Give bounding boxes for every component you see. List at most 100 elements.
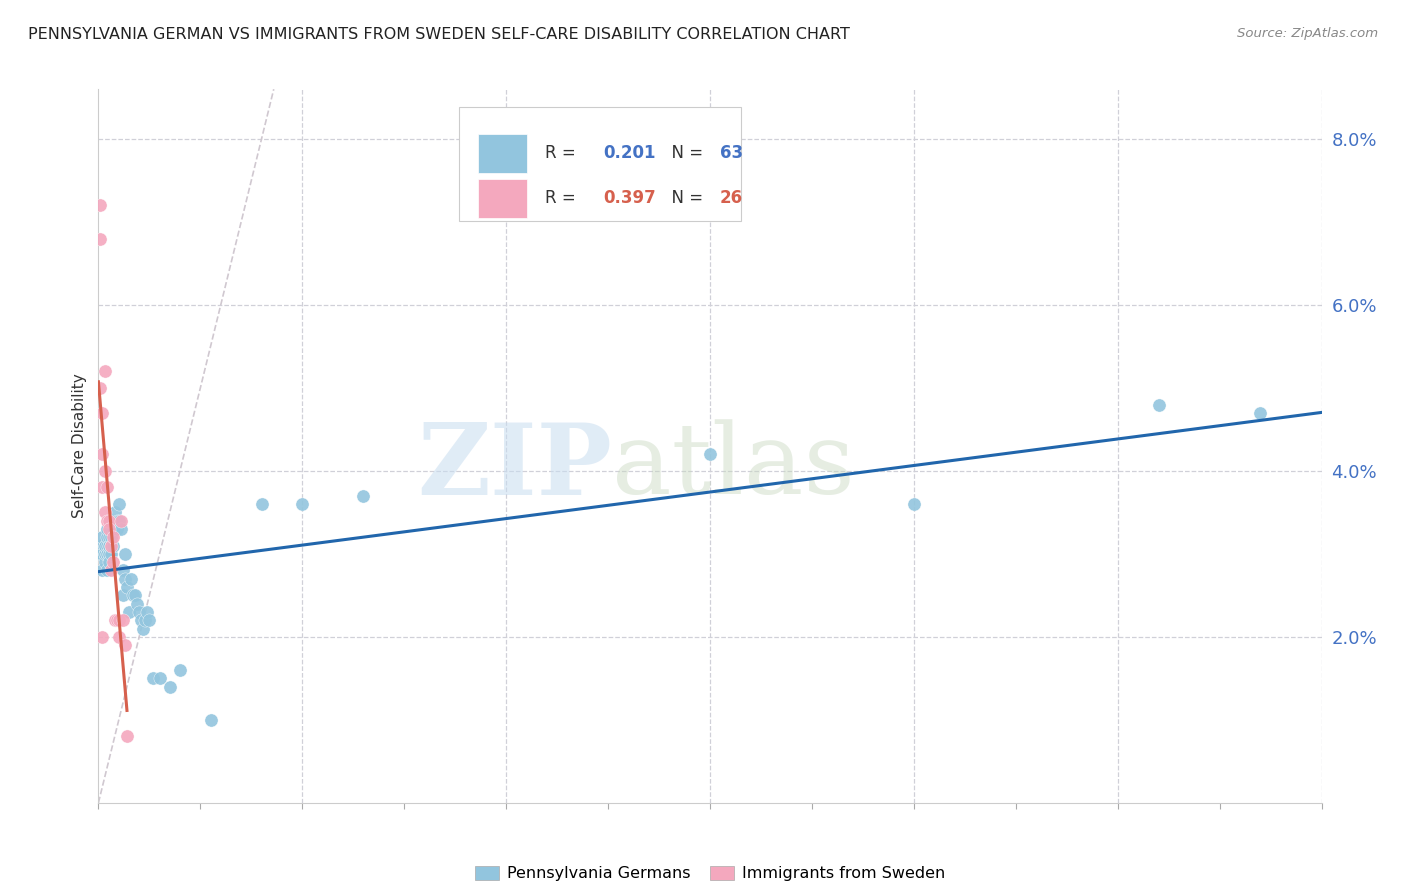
Point bbox=[89, 381, 111, 395]
Point bbox=[122, 588, 145, 602]
Point bbox=[93, 539, 115, 553]
Point bbox=[97, 514, 120, 528]
Point bbox=[1147, 397, 1170, 411]
Point bbox=[142, 671, 165, 685]
Point bbox=[97, 547, 120, 561]
Text: 0.201: 0.201 bbox=[603, 145, 657, 162]
Point bbox=[93, 539, 115, 553]
Point bbox=[250, 497, 273, 511]
Point bbox=[291, 497, 314, 511]
Point bbox=[89, 547, 111, 561]
Point bbox=[108, 497, 131, 511]
Point bbox=[96, 530, 118, 544]
Point bbox=[96, 547, 118, 561]
Point bbox=[93, 505, 115, 519]
FancyBboxPatch shape bbox=[478, 178, 526, 218]
Point bbox=[105, 522, 128, 536]
Point bbox=[114, 572, 136, 586]
Point bbox=[91, 547, 114, 561]
Text: N =: N = bbox=[661, 189, 709, 207]
Point bbox=[200, 713, 222, 727]
Point bbox=[93, 464, 115, 478]
Point bbox=[89, 539, 111, 553]
Text: 0.397: 0.397 bbox=[603, 189, 657, 207]
Point bbox=[91, 630, 114, 644]
Point bbox=[118, 605, 141, 619]
Point bbox=[149, 671, 172, 685]
Point bbox=[138, 613, 160, 627]
Point bbox=[97, 522, 120, 536]
Point bbox=[101, 530, 124, 544]
Text: ZIP: ZIP bbox=[418, 419, 612, 516]
Point bbox=[97, 555, 120, 569]
Point bbox=[100, 539, 122, 553]
Point bbox=[96, 547, 118, 561]
Point bbox=[93, 364, 115, 378]
Point bbox=[111, 613, 134, 627]
Point bbox=[96, 539, 118, 553]
Point bbox=[352, 489, 374, 503]
Point bbox=[96, 564, 118, 578]
Point bbox=[97, 547, 120, 561]
Point bbox=[903, 497, 925, 511]
Point bbox=[111, 588, 134, 602]
Point bbox=[128, 605, 150, 619]
Y-axis label: Self-Care Disability: Self-Care Disability bbox=[72, 374, 87, 518]
Point bbox=[114, 547, 136, 561]
FancyBboxPatch shape bbox=[478, 134, 526, 173]
Point bbox=[96, 514, 118, 528]
Point bbox=[100, 547, 122, 561]
Point bbox=[115, 730, 138, 744]
Point bbox=[110, 522, 132, 536]
Point bbox=[159, 680, 181, 694]
Point bbox=[97, 539, 120, 553]
Text: R =: R = bbox=[546, 145, 581, 162]
Point bbox=[93, 555, 115, 569]
Point bbox=[91, 481, 114, 495]
Point bbox=[97, 530, 120, 544]
Point bbox=[111, 564, 134, 578]
Point bbox=[124, 588, 146, 602]
Text: N =: N = bbox=[661, 145, 709, 162]
Point bbox=[108, 613, 131, 627]
Text: 63: 63 bbox=[720, 145, 742, 162]
Point bbox=[110, 514, 132, 528]
Point bbox=[100, 522, 122, 536]
Point bbox=[100, 530, 122, 544]
Point bbox=[96, 522, 118, 536]
Point bbox=[89, 198, 111, 212]
Point bbox=[93, 547, 115, 561]
Point bbox=[105, 514, 128, 528]
FancyBboxPatch shape bbox=[460, 107, 741, 221]
Point bbox=[104, 613, 127, 627]
Point bbox=[127, 597, 149, 611]
Point bbox=[114, 638, 136, 652]
Point bbox=[104, 505, 127, 519]
Point bbox=[108, 630, 131, 644]
Point bbox=[129, 613, 152, 627]
Point bbox=[101, 555, 124, 569]
Point bbox=[96, 481, 118, 495]
Point bbox=[132, 622, 155, 636]
Point bbox=[169, 663, 191, 677]
Point bbox=[699, 447, 721, 461]
Text: PENNSYLVANIA GERMAN VS IMMIGRANTS FROM SWEDEN SELF-CARE DISABILITY CORRELATION C: PENNSYLVANIA GERMAN VS IMMIGRANTS FROM S… bbox=[28, 27, 851, 42]
Point bbox=[91, 564, 114, 578]
Point bbox=[115, 580, 138, 594]
Point bbox=[93, 547, 115, 561]
Text: Source: ZipAtlas.com: Source: ZipAtlas.com bbox=[1237, 27, 1378, 40]
Text: 26: 26 bbox=[720, 189, 742, 207]
Point bbox=[101, 522, 124, 536]
Point bbox=[120, 572, 142, 586]
Point bbox=[89, 231, 111, 245]
Point bbox=[136, 605, 159, 619]
Point bbox=[91, 406, 114, 420]
Point bbox=[97, 539, 120, 553]
Point bbox=[101, 539, 124, 553]
Text: R =: R = bbox=[546, 189, 581, 207]
Point bbox=[105, 613, 128, 627]
Point bbox=[104, 514, 127, 528]
Point bbox=[91, 530, 114, 544]
Point bbox=[91, 447, 114, 461]
Text: atlas: atlas bbox=[612, 419, 855, 516]
